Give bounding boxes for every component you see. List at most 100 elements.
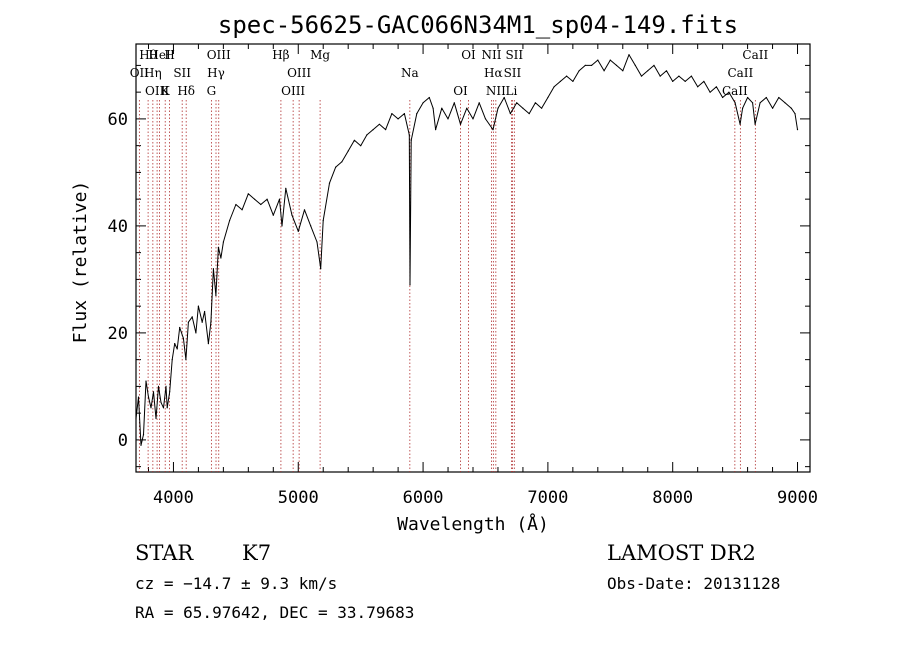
flux-point <box>534 102 537 104</box>
survey-name: LAMOST DR2 <box>607 541 756 565</box>
flux-point <box>366 134 368 136</box>
flux-point <box>152 391 155 393</box>
flux-point <box>378 123 380 125</box>
flux-point <box>353 139 355 141</box>
flux-point <box>140 444 142 446</box>
chart-title: spec-56625-GAC066N34M1_sp04-149.fits <box>218 11 738 39</box>
flux-point <box>328 182 331 184</box>
flux-point <box>432 107 434 109</box>
flux-point <box>628 54 630 56</box>
x-tick-label: 7000 <box>527 488 568 508</box>
flux-point <box>197 305 199 307</box>
flux-point <box>247 193 249 195</box>
flux-point <box>165 385 167 387</box>
spectral-line-label: HeI <box>148 48 171 62</box>
flux-point <box>572 80 574 82</box>
ra-dec-coordinates: RA = 65.97642, DEC = 33.79683 <box>135 603 414 622</box>
flux-point <box>796 129 799 131</box>
flux-point <box>166 407 168 409</box>
flux-point <box>316 241 318 243</box>
flux-point <box>684 80 686 82</box>
flux-point <box>522 107 524 109</box>
flux-point <box>212 268 214 270</box>
flux-point <box>690 75 693 77</box>
flux-point <box>137 396 140 398</box>
flux-series <box>135 54 799 446</box>
spectral-line-label: Li <box>506 84 518 98</box>
flux-point <box>341 161 343 163</box>
flux-point <box>135 417 137 420</box>
x-tick-label: 6000 <box>403 488 444 508</box>
spectral-line-label: CaII <box>722 84 748 98</box>
flux-point <box>204 310 206 313</box>
flux-point <box>653 64 655 66</box>
spectral-line-label: NII <box>486 84 506 98</box>
flux-point <box>472 118 474 120</box>
flux-point <box>634 64 636 66</box>
flux-point <box>303 209 306 211</box>
flux-point <box>160 401 162 403</box>
flux-point <box>320 268 322 270</box>
flux-point <box>703 80 705 82</box>
flux-point <box>615 64 618 66</box>
object-class: STAR <box>135 541 194 565</box>
flux-point <box>281 225 283 227</box>
flux-point <box>459 123 462 125</box>
flux-point <box>222 241 224 243</box>
spectral-line-label: OI <box>453 84 468 98</box>
spectral-line-label: Hδ <box>177 84 195 98</box>
spectral-line-label: SII <box>504 66 522 80</box>
flux-point <box>310 225 312 227</box>
x-axis-ticks: 4000 5000 6000 7000 8000 9000 <box>147 44 818 508</box>
flux-point <box>322 219 324 222</box>
flux-point <box>759 102 761 104</box>
flux-point <box>220 257 222 259</box>
x-tick-label: 4000 <box>153 488 194 508</box>
flux-point <box>435 129 437 131</box>
spectral-line-markers: Hθ OII OIII HeI Hη K H SII Hδ OIII Hγ G Hβ OIII OIII Mg… <box>130 48 768 472</box>
flux-point <box>335 166 337 168</box>
flux-point <box>217 246 219 248</box>
flux-point <box>174 343 176 345</box>
flux-point <box>672 80 674 82</box>
plot-axes <box>135 43 811 473</box>
flux-point <box>191 316 193 318</box>
flux-point <box>176 348 178 350</box>
flux-point <box>254 198 256 200</box>
y-tick-label: 20 <box>108 324 128 344</box>
spectral-line-label: OII <box>130 66 150 80</box>
flux-point <box>408 134 410 136</box>
spectral-line-label: OIII <box>281 84 305 98</box>
flux-point <box>447 118 449 120</box>
spectral-line-label: OIII <box>145 84 169 98</box>
flux-point <box>754 123 756 125</box>
spectral-line-label: Hα <box>484 66 503 80</box>
flux-point <box>162 407 165 409</box>
flux-point <box>185 359 187 361</box>
spectral-line-label: OI <box>461 48 476 62</box>
flux-point <box>372 129 374 131</box>
flux-point <box>297 230 299 232</box>
flux-point <box>541 107 543 109</box>
flux-point <box>266 198 268 200</box>
flux-point <box>678 75 680 77</box>
spectral-line-label: CaII <box>742 48 768 62</box>
flux-point <box>553 86 555 88</box>
flux-point <box>466 107 468 109</box>
flux-point <box>640 75 643 77</box>
flux-point <box>659 75 661 77</box>
flux-point <box>215 294 217 297</box>
flux-point <box>752 102 754 104</box>
y-tick-label: 40 <box>108 217 128 237</box>
x-tick-label: 5000 <box>278 488 319 508</box>
y-axis-label: Flux (relative) <box>70 181 91 344</box>
spectral-line-label: Hη <box>144 66 162 80</box>
flux-line <box>135 54 798 446</box>
flux-point <box>179 326 181 329</box>
y-axis-ticks: 0 20 40 60 <box>108 64 810 468</box>
spectral-line-label: SII <box>173 66 191 80</box>
x-axis-label: Wavelength (Å) <box>397 513 549 535</box>
flux-point <box>697 86 699 88</box>
observation-date: Obs-Date: 20131128 <box>607 574 780 593</box>
y-tick-label: 0 <box>118 431 128 451</box>
